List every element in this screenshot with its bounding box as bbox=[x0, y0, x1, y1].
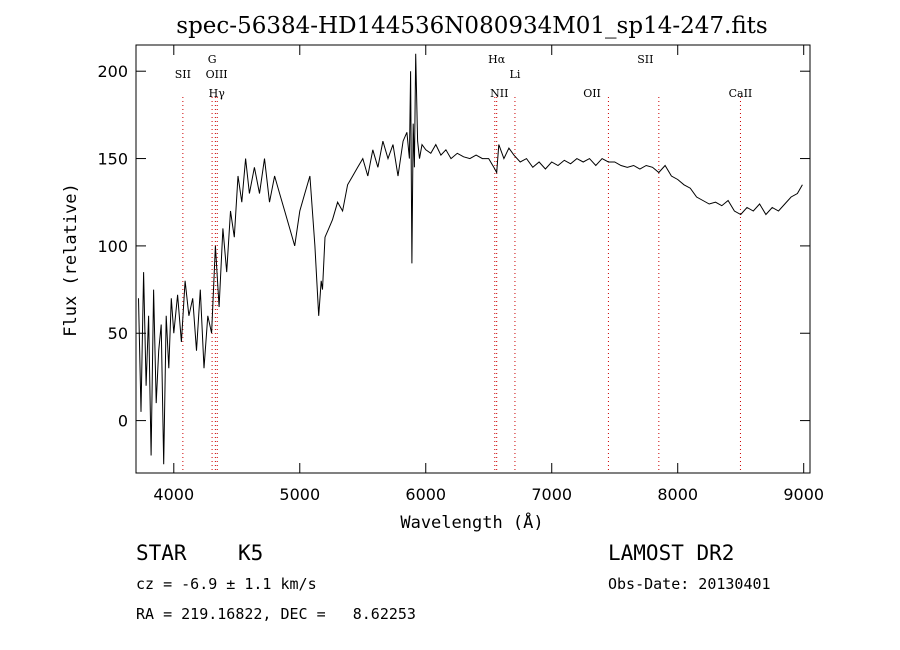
annotation-label: OII bbox=[583, 87, 601, 100]
x-tick-label: 6000 bbox=[405, 485, 446, 504]
y-tick-label: 50 bbox=[108, 324, 128, 343]
x-tick-label: 9000 bbox=[783, 485, 824, 504]
x-axis-ticks: 4000 5000 6000 7000 8000 9000 bbox=[153, 45, 824, 504]
y-axis-label: Flux (relative) bbox=[61, 183, 81, 337]
annotation-label: NII bbox=[490, 87, 508, 100]
observation-date: Obs-Date: 20130401 bbox=[608, 575, 771, 593]
y-tick-label: 100 bbox=[97, 237, 128, 256]
object-class: STAR bbox=[136, 541, 187, 565]
annotation-label: Hγ bbox=[209, 87, 226, 100]
y-tick-label: 200 bbox=[97, 62, 128, 81]
y-axis-ticks: 0 50 100 150 200 bbox=[97, 62, 810, 431]
y-tick-label: 0 bbox=[118, 412, 128, 431]
x-tick-label: 7000 bbox=[531, 485, 572, 504]
y-tick-label: 150 bbox=[97, 150, 128, 169]
annotation-label: Hα bbox=[488, 53, 506, 66]
survey-name: LAMOST DR2 bbox=[608, 541, 735, 565]
annotation-label: CaII bbox=[729, 87, 753, 100]
marker-lines bbox=[182, 97, 741, 473]
chart-title: spec-56384-HD144536N080934M01_sp14-247.f… bbox=[176, 13, 767, 39]
annotation-label: SII bbox=[175, 68, 191, 81]
sky-coordinates: RA = 219.16822, DEC = 8.62253 bbox=[136, 605, 416, 623]
x-tick-label: 8000 bbox=[657, 485, 698, 504]
annotation-label: OIII bbox=[206, 68, 228, 81]
annotation-label: G bbox=[208, 53, 217, 66]
annotation-label: Li bbox=[510, 68, 521, 81]
annotation-label: SII bbox=[637, 53, 653, 66]
spectral-subclass: K5 bbox=[238, 541, 264, 565]
x-tick-label: 4000 bbox=[153, 485, 194, 504]
x-axis-label: Wavelength (Å) bbox=[400, 511, 543, 533]
plot-frame bbox=[135, 44, 811, 474]
x-tick-label: 5000 bbox=[279, 485, 320, 504]
redshift-velocity: cz = -6.9 ± 1.1 km/s bbox=[136, 575, 317, 593]
spectrum-line bbox=[138, 53, 803, 465]
